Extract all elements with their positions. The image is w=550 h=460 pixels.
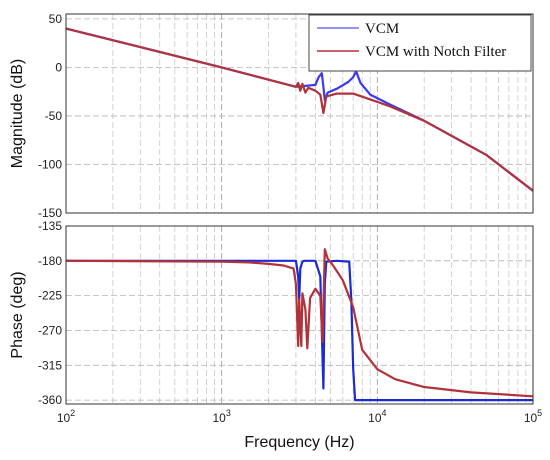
magnitude-y-tick-label: 50 — [49, 12, 63, 26]
phase-y-tick-label: -360 — [38, 393, 62, 407]
magnitude-y-tick-label: 0 — [55, 60, 62, 74]
legend: VCM VCM with Notch Filter — [308, 14, 532, 72]
series-layer — [65, 27, 534, 402]
phase-series-vcm-line — [66, 259, 533, 402]
magnitude-y-tick-label: -150 — [38, 206, 62, 220]
x-tick-label: 105 — [524, 408, 542, 425]
axes-frames — [65, 13, 534, 405]
x-axis-title: Frequency (Hz) — [244, 434, 354, 451]
phase-axes-frame — [65, 225, 534, 405]
phase-y-tick-label: -225 — [38, 289, 62, 303]
magnitude-y-tick-label: -50 — [45, 109, 63, 123]
x-tick-label: 104 — [368, 408, 386, 425]
phase-y-tick-label: -135 — [38, 219, 62, 233]
phase-series-vcm-notch-line — [65, 248, 534, 398]
legend-box — [308, 14, 532, 72]
tick-labels: 500-50-100-150-135-180-225-270-315-36010… — [38, 12, 542, 425]
legend-label-vcm-notch: VCM with Notch Filter — [365, 44, 506, 60]
magnitude-axis-title: Magnitude (dB) — [9, 59, 26, 168]
phase-axis-title: Phase (deg) — [9, 271, 26, 358]
grid-layer — [65, 14, 533, 404]
phase-y-tick-label: -270 — [38, 323, 62, 337]
magnitude-series-vcm-notch-line — [65, 27, 534, 192]
magnitude-axes-frame — [65, 13, 534, 214]
x-tick-label: 103 — [212, 408, 230, 425]
magnitude-series-vcm-line — [65, 27, 534, 192]
x-tick-label: 102 — [57, 408, 75, 425]
legend-label-vcm: VCM — [365, 21, 399, 37]
phase-y-tick-label: -180 — [38, 254, 62, 268]
magnitude-y-tick-label: -100 — [38, 157, 62, 171]
phase-y-tick-label: -315 — [38, 358, 62, 372]
